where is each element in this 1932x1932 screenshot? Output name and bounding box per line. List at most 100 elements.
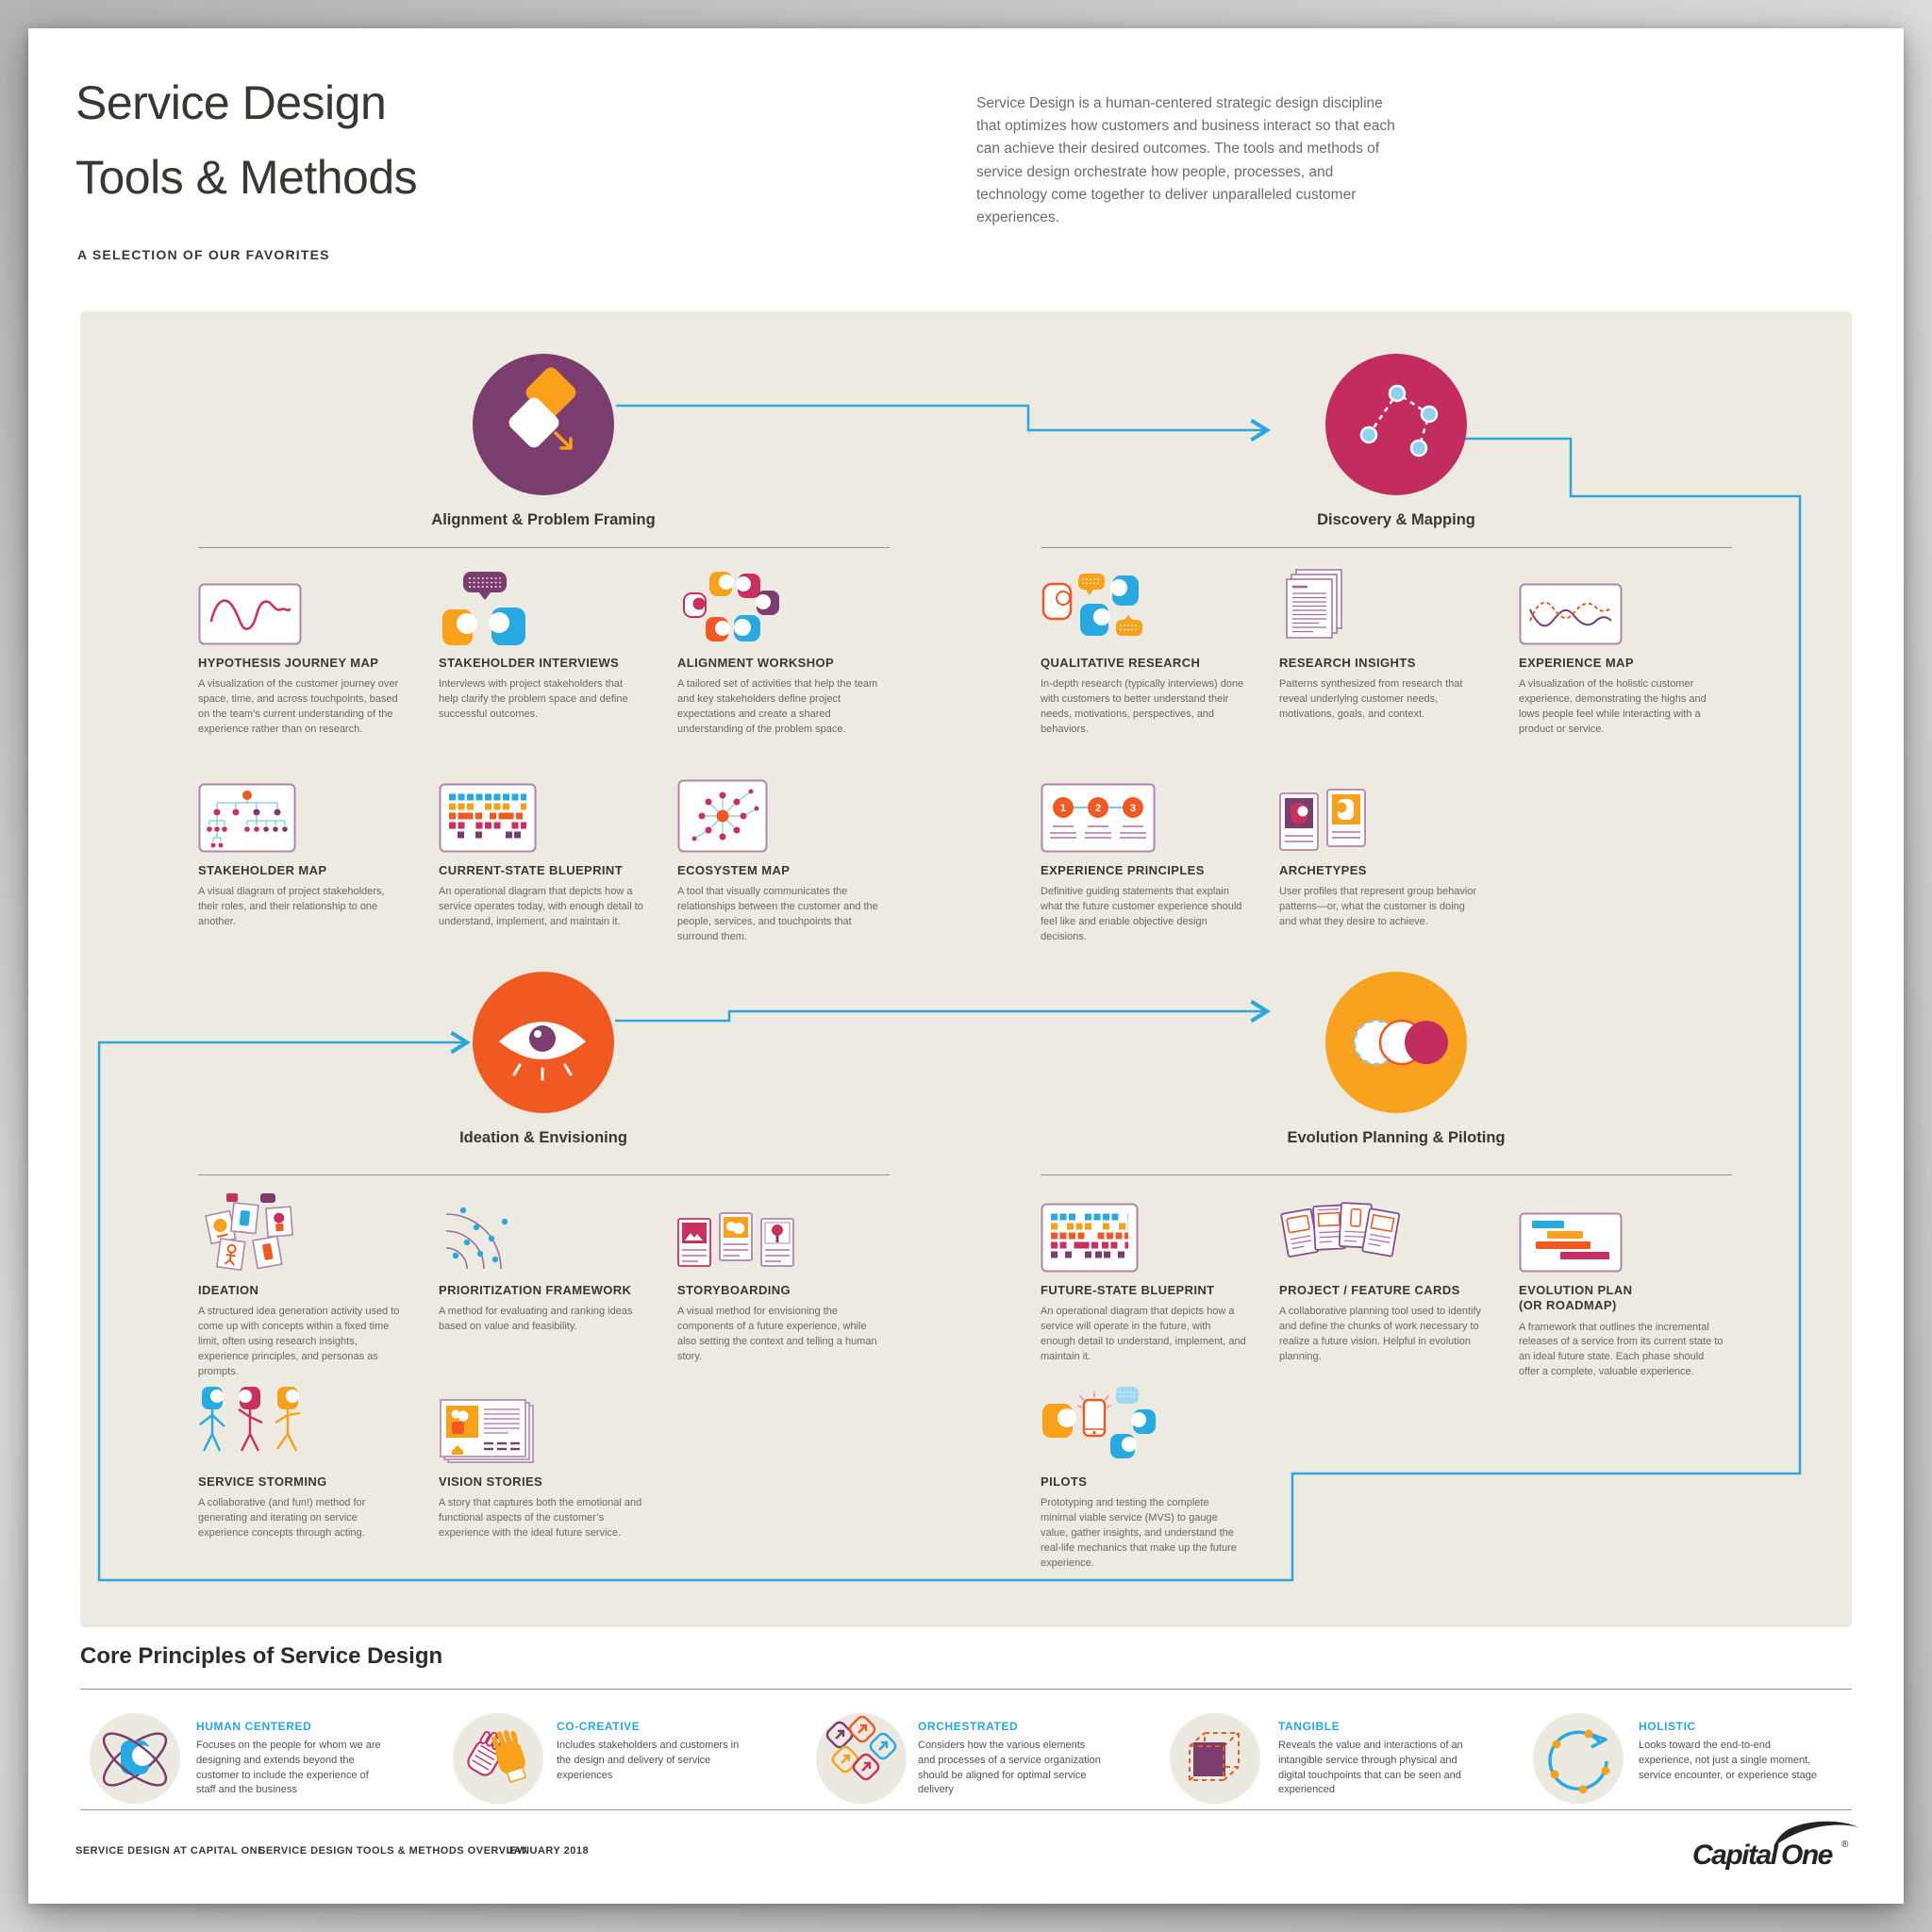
footer-item: SERVICE DESIGN AT CAPITAL ONE	[75, 1845, 265, 1857]
gantt-bars-card-icon	[1519, 1193, 1731, 1273]
tool-description: An operational diagram that depicts how …	[439, 886, 643, 927]
section-rule	[1041, 547, 1732, 548]
methods-panel: Alignment & Problem Framing Discovery & …	[80, 311, 1852, 1627]
tool-title: ARCHETYPES	[1279, 863, 1367, 877]
page-title-line2: Tools & Methods	[75, 151, 418, 204]
tool-title: SERVICE STORMING	[198, 1474, 327, 1489]
tool-alignment-workshop: ALIGNMENT WORKSHOP A tailored set of act…	[677, 566, 890, 738]
tool-description: A visual diagram of project stakeholders…	[198, 886, 385, 927]
discovery-stage-circle	[1325, 354, 1467, 495]
tool-stakeholder-map: STAKEHOLDER MAP A visual diagram of proj…	[198, 774, 410, 930]
fanned-cards-icon	[1279, 1193, 1491, 1273]
section-title-ideation: Ideation & Envisioning	[459, 1129, 627, 1146]
ideation-stage-circle	[473, 972, 614, 1113]
clapping-hands-icon	[466, 1729, 526, 1783]
tool-title: PROJECT / FEATURE CARDS	[1279, 1283, 1460, 1297]
cycle-arrow-icon	[1547, 1729, 1609, 1793]
page-title-line1: Service Design	[75, 76, 387, 129]
tool-title: IDEATION	[198, 1283, 259, 1297]
cube-icon	[1188, 1731, 1240, 1781]
org-tree-card-icon	[198, 774, 410, 853]
journey-wave-card-icon	[198, 566, 410, 645]
principle-tangible	[1170, 1713, 1260, 1804]
tool-description: A tool that visually communicates the re…	[677, 886, 878, 942]
heads-speech-bubble-icon	[439, 566, 651, 645]
principle-orchestrated	[816, 1713, 907, 1804]
tool-title: EXPERIENCE MAP	[1519, 656, 1634, 670]
principle-text: Looks toward the end-to-end experience, …	[1639, 1740, 1817, 1781]
atom-head-icon	[102, 1731, 167, 1787]
tool-description: A story that captures both the emotional…	[439, 1497, 642, 1539]
diamonds-icon	[508, 367, 576, 450]
tool-research-insights: RESEARCH INSIGHTS Patterns synthesized f…	[1279, 566, 1491, 723]
section-rule	[198, 1174, 890, 1175]
tool-title: PRIORITIZATION FRAMEWORK	[439, 1283, 632, 1297]
principle-label: ORCHESTRATED	[918, 1720, 1019, 1733]
principle-text: Focuses on the people for whom we are de…	[196, 1740, 381, 1796]
tool-stakeholder-interviews: STAKEHOLDER INTERVIEWS Interviews with p…	[439, 566, 651, 723]
tool-service-storming: SERVICE STORMING A collaborative (and fu…	[198, 1385, 410, 1541]
svg-text:1: 1	[1060, 803, 1066, 814]
footer-item: SERVICE DESIGN TOOLS & METHODS OVERVIEW	[258, 1845, 527, 1857]
svg-text:One: One	[1781, 1840, 1833, 1871]
svg-text:2: 2	[1095, 803, 1101, 814]
principle-label: HOLISTIC	[1639, 1720, 1696, 1733]
scattered-sketch-cards-icon	[198, 1193, 410, 1273]
tool-description: A method for evaluating and ranking idea…	[439, 1306, 633, 1333]
tool-title: STAKEHOLDER MAP	[198, 863, 327, 877]
tool-description: A structured idea generation activity us…	[198, 1306, 400, 1377]
tool-description: Patterns synthesized from research that …	[1279, 678, 1463, 720]
tool-vision-stories: VISION STORIES A story that captures bot…	[439, 1385, 651, 1541]
poster: Service Design Tools & Methods A SELECTIO…	[28, 28, 1904, 1904]
arcs-dots-icon	[439, 1193, 651, 1273]
storyboard-frames-icon	[677, 1193, 890, 1273]
divider	[80, 1809, 1852, 1810]
constellation-icon	[1359, 384, 1439, 458]
principle-co-creative	[453, 1713, 543, 1804]
tool-description: A visualization of the holistic customer…	[1519, 678, 1707, 735]
tool-title: VISION STORIES	[439, 1474, 543, 1489]
heads-circle-icon	[677, 566, 890, 645]
tool-evolution-plan: EVOLUTION PLAN (OR ROADMAP) A framework …	[1519, 1193, 1731, 1380]
tool-future-state-blueprint: FUTURE-STATE BLUEPRINT An operational di…	[1041, 1193, 1253, 1365]
tool-title: CURRENT-STATE BLUEPRINT	[439, 863, 624, 877]
story-page-icon	[439, 1385, 651, 1464]
heads-bubbles-cluster-icon	[1041, 566, 1253, 645]
tool-description: Prototyping and testing the complete min…	[1041, 1497, 1237, 1569]
squares-grid-card-icon	[439, 774, 651, 853]
tool-description: Interviews with project stakeholders tha…	[439, 678, 628, 720]
tool-title: RESEARCH INSIGHTS	[1279, 656, 1416, 670]
section-rule	[1041, 1174, 1732, 1175]
tool-ideation: IDEATION A structured idea generation ac…	[198, 1193, 410, 1379]
tool-storyboarding: STORYBOARDING A visual method for envisi…	[677, 1193, 890, 1365]
divider	[80, 1689, 1852, 1690]
tool-title: STAKEHOLDER INTERVIEWS	[439, 656, 620, 670]
tool-description: A visualization of the customer journey …	[198, 678, 399, 735]
phone-heads-cluster-icon	[1041, 1385, 1253, 1464]
tool-description: An operational diagram that depicts how …	[1041, 1306, 1246, 1362]
tool-description: A framework that outlines the incrementa…	[1519, 1321, 1724, 1377]
tool-title: STORYBOARDING	[677, 1283, 791, 1297]
principle-text: Includes stakeholders and customers in t…	[557, 1740, 740, 1781]
principle-label: HUMAN CENTERED	[196, 1720, 312, 1733]
tool-hypothesis-journey-map: HYPOTHESIS JOURNEY MAP A visualization o…	[198, 566, 410, 738]
eye-icon	[499, 1022, 586, 1081]
tool-prioritization-framework: PRIORITIZATION FRAMEWORK A method for ev…	[439, 1193, 651, 1335]
tool-pilots: PILOTS Prototyping and testing the compl…	[1041, 1385, 1253, 1571]
tool-title: QUALITATIVE RESEARCH	[1041, 656, 1201, 670]
intro-paragraph: Service Design is a human-centered strat…	[976, 95, 1395, 225]
section-title-evolution: Evolution Planning & Piloting	[1287, 1129, 1506, 1146]
tool-title: EVOLUTION PLAN (OR ROADMAP)	[1519, 1283, 1633, 1313]
svg-text:3: 3	[1130, 803, 1136, 814]
principle-human-centered	[90, 1713, 180, 1804]
flow-connector-arrows	[97, 404, 1802, 1582]
numbered-steps-card-icon: 1 2 3	[1041, 774, 1253, 853]
tool-experience-map: EXPERIENCE MAP A visualization of the ho…	[1519, 566, 1731, 738]
tool-title: EXPERIENCE PRINCIPLES	[1041, 863, 1205, 877]
tool-experience-principles: 1 2 3 EXPERIENCE PRINCIPLES Definitive gui…	[1041, 774, 1253, 945]
tool-title: FUTURE-STATE BLUEPRINT	[1041, 1283, 1215, 1297]
aligned-arrows-icon	[825, 1715, 896, 1780]
principle-text: Considers how the various elements and p…	[918, 1740, 1101, 1796]
principles-heading: Core Principles of Service Design	[80, 1643, 443, 1669]
radial-network-card-icon	[677, 774, 890, 853]
